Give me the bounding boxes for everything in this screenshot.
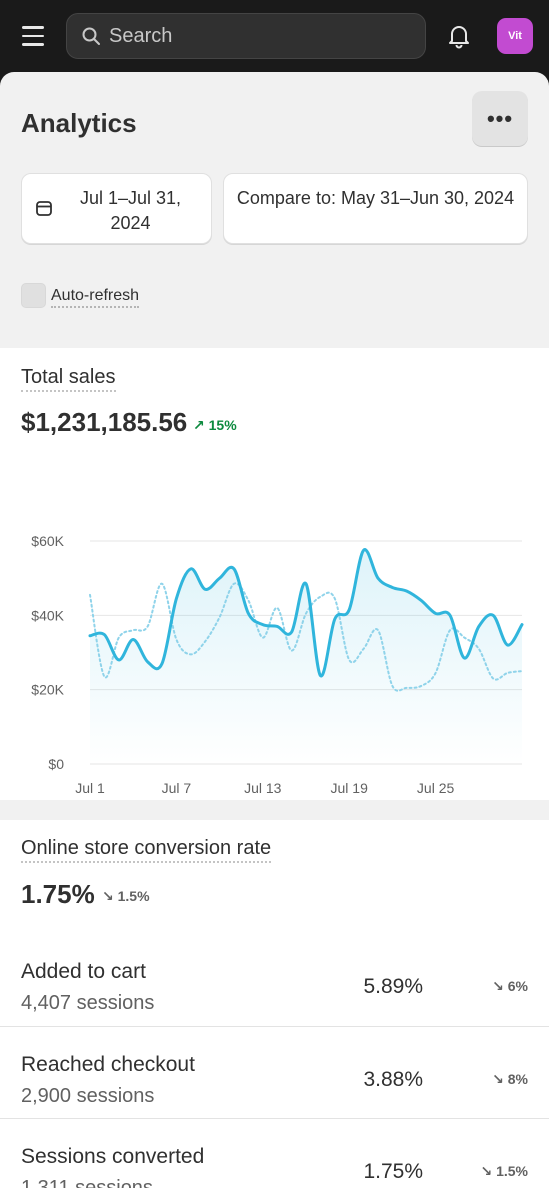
series-line-current [88, 548, 524, 678]
funnel-row-sessions-converted[interactable]: Sessions converted 1,311 sessions 1.75% … [0, 1118, 549, 1188]
x-tick-label: Jul 1 [75, 780, 105, 796]
conversion-value: 1.75% [21, 879, 95, 909]
auto-refresh-label[interactable]: Auto-refresh [51, 287, 140, 308]
arrow-down-right-icon: ↘ [102, 888, 114, 904]
funnel-row-value: 1.75% [363, 1160, 423, 1183]
x-tick-label: Jul 13 [244, 780, 282, 796]
conversion-delta: ↘ 1.5% [102, 888, 150, 904]
funnel-row-value: 3.88% [363, 1068, 423, 1091]
compare-to-label: Compare to: May 31–Jun 30, 2024 [236, 188, 515, 208]
y-tick-label: $60K [31, 533, 64, 549]
funnel-row-sessions: 2,900 sessions [21, 1085, 155, 1107]
series-line-comparison [89, 582, 523, 692]
date-range-label: Jul 1–Jul 31, 2024 [79, 188, 182, 233]
search-placeholder: Search [109, 24, 173, 47]
search-input[interactable]: Search [66, 13, 426, 59]
y-tick-label: $0 [48, 756, 64, 772]
auto-refresh-checkbox[interactable] [21, 283, 46, 308]
total-sales-delta: ↗ 15% [193, 417, 237, 433]
funnel-row-added-to-cart[interactable]: Added to cart 4,407 sessions 5.89% ↘ 6% [0, 934, 549, 1026]
main-content: Analytics ••• Jul 1–Jul 31, 2024 Compare… [0, 72, 549, 1188]
conversion-rate-card: Online store conversion rate 1.75% ↘ 1.5… [0, 820, 549, 1188]
funnel-row-label: Added to cart [21, 960, 146, 983]
total-sales-card: Total sales $1,231,185.56 ↗ 15% $60K $40K… [0, 348, 549, 800]
x-tick-label: Jul 19 [331, 780, 369, 796]
more-actions-button[interactable]: ••• [472, 91, 528, 146]
funnel-row-delta: ↘ 1.5% [480, 1163, 528, 1179]
funnel-row-delta: ↘ 8% [492, 1071, 528, 1087]
search-icon [82, 27, 100, 45]
avatar[interactable]: Vit [497, 18, 533, 54]
top-bar: Search Vit [0, 0, 549, 72]
arrow-down-right-icon: ↘ [492, 978, 504, 994]
arrow-down-right-icon: ↘ [492, 1071, 504, 1087]
arrow-down-right-icon: ↘ [480, 1163, 493, 1179]
y-tick-label: $40K [31, 607, 64, 623]
page-title: Analytics [21, 108, 137, 138]
arrow-up-right-icon: ↗ [193, 417, 205, 433]
total-sales-value: $1,231,185.56 [21, 407, 188, 437]
funnel-row-value: 5.89% [363, 975, 423, 998]
date-range-button[interactable]: Jul 1–Jul 31, 2024 [21, 173, 212, 244]
calendar-icon [36, 201, 52, 216]
funnel-row-label: Sessions converted [21, 1145, 205, 1168]
conversion-title[interactable]: Online store conversion rate [21, 837, 272, 863]
funnel-row-reached-checkout[interactable]: Reached checkout 2,900 sessions 3.88% ↘ … [0, 1026, 549, 1118]
total-sales-chart: $60K $40K $20K $0 Jul 1 Jul 7 Jul 13 Jul 19 Jul … [31, 533, 524, 796]
x-tick-label: Jul 7 [162, 780, 192, 796]
compare-to-button[interactable]: Compare to: May 31–Jun 30, 2024 [223, 173, 528, 244]
series-area-current [90, 549, 522, 764]
funnel-row-sessions: 1,311 sessions [21, 1177, 153, 1188]
menu-icon [22, 26, 44, 29]
total-sales-title[interactable]: Total sales [21, 366, 116, 392]
y-tick-label: $20K [31, 682, 64, 698]
menu-button[interactable] [14, 20, 52, 52]
funnel-row-delta: ↘ 6% [492, 978, 528, 994]
funnel-row-sessions: 4,407 sessions [21, 992, 155, 1014]
funnel-row-label: Reached checkout [21, 1053, 195, 1076]
x-tick-label: Jul 25 [417, 780, 455, 796]
notification-bell-icon[interactable] [446, 23, 472, 49]
